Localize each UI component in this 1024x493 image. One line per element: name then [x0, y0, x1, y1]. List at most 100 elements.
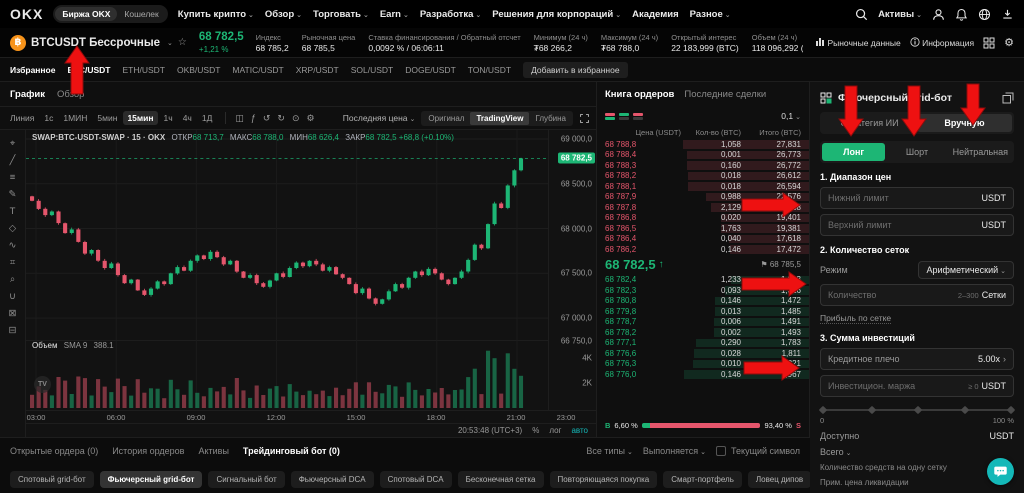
search-icon[interactable] — [855, 8, 868, 21]
investment-margin-input[interactable]: Инвестицион. маржа ≥ 0 USDT — [820, 375, 1014, 397]
bot-type-chip-5[interactable]: Бесконечная сетка — [457, 470, 544, 488]
text-tool-icon[interactable]: T — [9, 206, 16, 217]
neutral-button[interactable]: Нейтральная — [952, 147, 1009, 157]
upper-limit-input[interactable]: Верхний лимит USDT — [820, 214, 1014, 236]
indicators-icon[interactable]: ƒ — [250, 112, 256, 123]
view-tab-2[interactable]: Глубина — [535, 113, 566, 123]
assets-menu[interactable]: Активы ⌄ — [878, 8, 922, 20]
bid-row-4[interactable]: 68 778,7 0,006 1,491 — [597, 317, 810, 328]
ask-row-0[interactable]: 68 788,8 1,058 27,831 — [597, 139, 810, 150]
delete-icon[interactable]: ⊟ — [8, 325, 17, 336]
favorites-label[interactable]: Избранное — [10, 64, 56, 75]
menu-item-3[interactable]: Earn ⌄ — [379, 8, 409, 20]
short-button[interactable]: Шорт — [905, 147, 929, 157]
bid-row-0[interactable]: 68 782,4 1,233 1,233 — [597, 275, 810, 286]
crosshair-icon[interactable]: ⌖ — [9, 138, 16, 149]
ask-row-9[interactable]: 68 786,4 0,040 17,618 — [597, 234, 810, 245]
toggle-exchange[interactable]: Биржа OKX — [55, 7, 118, 21]
auto-scale-button[interactable]: авто — [571, 426, 588, 435]
bid-row-8[interactable]: 68 776,3 0,010 1,821 — [597, 359, 809, 370]
interval-button-1[interactable]: 1с — [44, 113, 54, 123]
bot-type-chip-6[interactable]: Повторяющаяся покупка — [549, 470, 658, 488]
interval-button-7[interactable]: 1Д — [201, 113, 213, 123]
fullscreen-icon[interactable] — [579, 113, 590, 124]
bot-type-chip-8[interactable]: Ловец дипов — [747, 470, 810, 488]
current-symbol-checkbox[interactable]: Текущий символ — [716, 446, 800, 456]
ask-row-6[interactable]: 68 787,8 2,129 21,588 — [597, 202, 810, 213]
total-select[interactable]: Всего ⌄ — [820, 447, 852, 457]
favorite-pair-4[interactable]: XRP/USDT — [295, 64, 339, 75]
undo-icon[interactable]: ↺ — [262, 112, 271, 123]
measure-icon[interactable]: ⌗ — [9, 257, 16, 268]
leverage-selector[interactable]: Кредитное плечо 5.00x › — [820, 348, 1014, 370]
add-favorite-button[interactable]: Добавить в избранное — [523, 61, 628, 78]
ask-row-10[interactable]: 68 786,2 0,146 17,472 — [597, 244, 810, 255]
menu-item-2[interactable]: Торговать ⌄ — [313, 8, 369, 20]
globe-icon[interactable] — [978, 8, 991, 21]
layout-grid-icon[interactable] — [983, 37, 995, 49]
favorite-pair-2[interactable]: OKB/USDT — [176, 64, 221, 75]
ask-row-4[interactable]: 68 788,1 0,018 26,594 — [597, 181, 809, 192]
menu-item-5[interactable]: Решения для корпораций ⌄ — [492, 8, 622, 20]
bot-type-chip-2[interactable]: Сигнальный бот — [208, 470, 285, 488]
tab-manual[interactable]: Вручную — [917, 114, 1012, 132]
toggle-wallet[interactable]: Кошелек — [124, 9, 159, 19]
tab-recent-trades[interactable]: Последние сделки — [684, 88, 767, 100]
lower-limit-input[interactable]: Нижний лимит USDT — [820, 187, 1014, 209]
tab-overview[interactable]: Обзор — [57, 88, 85, 100]
redo-icon[interactable]: ↻ — [277, 112, 285, 123]
bid-row-6[interactable]: 68 777,1 0,290 1,783 — [597, 338, 810, 349]
bottom-tab-1[interactable]: История ордеров — [112, 446, 185, 456]
ask-row-8[interactable]: 68 786,5 1,763 19,381 — [597, 223, 810, 234]
tab-chart[interactable]: График — [10, 88, 46, 100]
interval-button-2[interactable]: 1МИН — [63, 113, 88, 123]
chart-plot[interactable]: SWAP:BTC-USDT-SWAP · 15 · OKX ОТКР68 713… — [26, 130, 548, 410]
margin-slider[interactable] — [818, 405, 1016, 414]
user-icon[interactable] — [932, 8, 945, 21]
market-data-link[interactable]: Рыночные данные — [815, 37, 901, 48]
bot-type-chip-1[interactable]: Фьючерсный grid-бот — [99, 470, 203, 488]
bottom-tab-3[interactable]: Трейдинговый бот (0) — [242, 446, 340, 456]
fibonacci-icon[interactable]: ≡ — [9, 172, 16, 183]
interval-button-5[interactable]: 1ч — [163, 113, 173, 123]
ask-row-1[interactable]: 68 788,4 0,001 26,773 — [597, 150, 809, 161]
shapes-icon[interactable]: ◇ — [8, 223, 17, 234]
menu-item-4[interactable]: Разработка ⌄ — [419, 8, 482, 20]
favorite-pair-1[interactable]: ETH/USDT — [122, 64, 165, 75]
settings-gear-icon[interactable]: ⚙ — [1004, 37, 1014, 49]
bell-icon[interactable] — [955, 8, 968, 21]
bid-row-2[interactable]: 68 780,8 0,146 1,472 — [597, 296, 810, 307]
menu-item-1[interactable]: Обзор ⌄ — [264, 8, 303, 20]
download-app-icon[interactable] — [1001, 8, 1014, 21]
favorite-pair-7[interactable]: TON/USDT — [467, 64, 512, 75]
ask-row-5[interactable]: 68 787,9 0,988 22,576 — [597, 192, 809, 203]
interval-button-4[interactable]: 15мин — [123, 111, 158, 125]
ask-row-2[interactable]: 68 788,3 0,160 26,772 — [597, 160, 809, 171]
bid-row-1[interactable]: 68 782,3 0,093 1,326 — [597, 285, 810, 296]
pair-selector[interactable]: ฿ BTCUSDT Бессрочные ⌄ ☆ — [10, 34, 187, 51]
pop-out-icon[interactable] — [1002, 92, 1014, 104]
pattern-icon[interactable]: ∿ — [8, 240, 17, 251]
time-axis[interactable]: 03:00 06:00 09:00 12:00 15:00 18:00 21:00 23:00 — [26, 410, 596, 423]
lock-icon[interactable]: ⊠ — [8, 308, 17, 319]
interval-button-0[interactable]: Линия — [10, 113, 35, 123]
ask-row-7[interactable]: 68 786,8 0,020 19,401 — [597, 213, 809, 224]
chart-type-icon[interactable]: ◫ — [235, 112, 244, 123]
favorite-pair-6[interactable]: DOGE/USDT — [405, 64, 456, 75]
bid-row-5[interactable]: 68 778,2 0,002 1,493 — [597, 327, 810, 338]
camera-icon[interactable]: ⊙ — [291, 112, 300, 123]
grid-profit-link[interactable]: Прибыль по сетке — [820, 313, 892, 324]
log-scale-button[interactable]: лог — [549, 426, 562, 435]
bot-type-chip-3[interactable]: Фьючерсный DCA — [290, 470, 374, 488]
menu-item-7[interactable]: Разное ⌄ — [689, 8, 731, 20]
view-tab-0[interactable]: Оригинал — [428, 113, 465, 123]
favorite-star-icon[interactable]: ☆ — [177, 37, 187, 48]
ob-mode-bids-icon[interactable] — [619, 111, 629, 121]
bid-row-9[interactable]: 68 776,0 0,146 1,967 — [597, 369, 810, 380]
live-chat-button[interactable] — [987, 458, 1014, 485]
bot-type-chip-4[interactable]: Спотовый DCA — [379, 470, 452, 488]
depth-merge-select[interactable]: 0,1 ⌄ — [781, 111, 801, 121]
okx-logo[interactable]: OKX — [10, 6, 44, 22]
chart-settings-icon[interactable]: ⚙ — [306, 112, 315, 123]
ob-mode-asks-icon[interactable] — [633, 111, 643, 121]
